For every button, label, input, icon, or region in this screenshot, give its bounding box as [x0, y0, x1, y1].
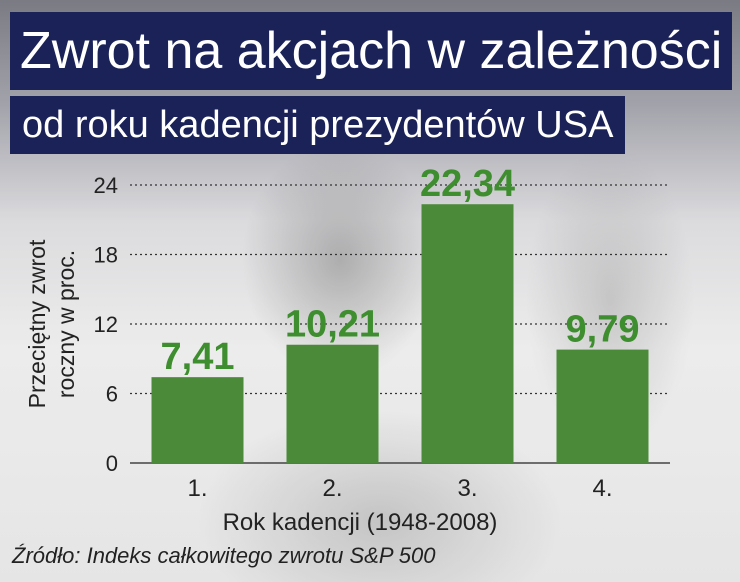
- chart-title-line-2: od roku kadencji prezydentów USA: [10, 96, 626, 154]
- bar-value-label: 9,79: [566, 309, 640, 351]
- chart-title-line-1: Zwrot na akcjach w zależności: [10, 12, 733, 90]
- x-axis: 1. 2. 3. 4.: [187, 475, 612, 502]
- y-axis-title-line: Przeciętny zwrot: [24, 239, 50, 408]
- y-axis-title-group: Przeciętny zwrot roczny w proc.: [24, 239, 79, 408]
- bar-value-label: 22,34: [420, 163, 515, 205]
- y-axis-title-line: roczny w proc.: [53, 250, 79, 398]
- bar: [151, 377, 244, 463]
- y-tick-label: 24: [94, 173, 118, 198]
- x-tick-label: 3.: [457, 475, 477, 502]
- x-axis-title: Rok kadencji (1948-2008): [223, 509, 498, 536]
- bar-value-label: 7,41: [161, 336, 235, 378]
- x-tick-label: 4.: [592, 475, 612, 502]
- y-tick-label: 6: [106, 382, 118, 407]
- x-tick-label: 1.: [187, 475, 207, 502]
- bars: [151, 204, 649, 463]
- y-tick-label: 18: [94, 243, 118, 268]
- value-labels: 7,41 10,21 22,34 9,79: [161, 163, 640, 378]
- bar: [556, 349, 649, 463]
- y-axis-title: Przeciętny zwrot roczny w proc.: [24, 239, 79, 408]
- x-tick-label: 2.: [322, 475, 342, 502]
- bar-value-label: 10,21: [285, 304, 380, 346]
- y-tick-label: 12: [94, 312, 118, 337]
- y-tick-label: 0: [106, 451, 118, 476]
- source-note: Źródło: Indeks całkowitego zwrotu S&P 50…: [12, 543, 436, 568]
- bar: [286, 344, 379, 463]
- bar: [421, 204, 514, 463]
